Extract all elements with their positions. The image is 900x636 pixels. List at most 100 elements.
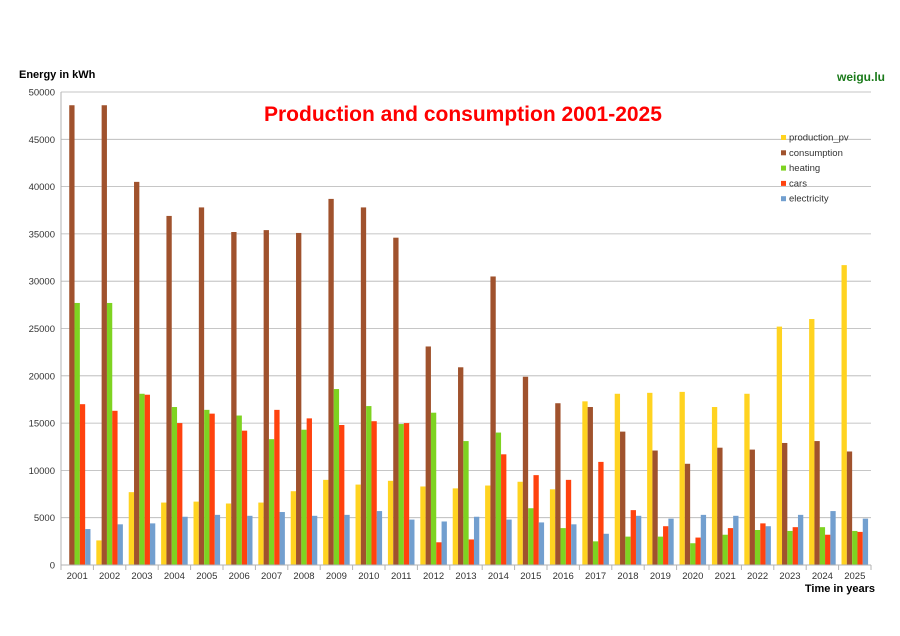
legend-label-heating: heating: [789, 163, 820, 174]
bar-consumption-2004: [166, 215, 172, 565]
bar-cars-2004: [177, 423, 183, 565]
legend-swatch-electricity: [781, 196, 786, 202]
bars: [69, 105, 869, 566]
bar-heating-2025: [852, 530, 858, 565]
bar-electricity-2016: [571, 524, 577, 565]
bar-cars-2019: [663, 526, 669, 565]
bar-consumption-2015: [522, 376, 529, 565]
bar-production_pv-2015: [517, 481, 523, 565]
bar-consumption-2008: [296, 232, 302, 566]
bar-cars-2015: [533, 475, 539, 565]
bar-consumption-2021: [717, 447, 723, 565]
brand-label: weigu.lu: [837, 70, 885, 84]
bar-electricity-2019: [668, 518, 674, 565]
bar-cars-2013: [468, 539, 474, 565]
bar-consumption-2024: [814, 441, 820, 565]
bar-heating-2013: [463, 441, 469, 565]
bar-heating-2020: [690, 543, 696, 565]
bar-heating-2007: [268, 439, 275, 565]
bar-consumption-2013: [458, 367, 464, 565]
bar-electricity-2015: [538, 522, 545, 565]
bar-heating-2021: [722, 534, 728, 565]
legend-swatch-heating: [781, 165, 786, 171]
x-tick-label: 2007: [261, 571, 282, 582]
x-axis-label: Time in years: [804, 583, 875, 595]
bar-electricity-2024: [830, 511, 836, 565]
bar-cars-2023: [792, 527, 798, 565]
bar-electricity-2025: [862, 518, 869, 565]
axes: 0 5000 10000 15000 20000 25000 30000 35000 40000…: [29, 88, 872, 582]
bar-electricity-2014: [506, 519, 512, 565]
bar-electricity-2004: [182, 516, 188, 565]
legend-label-production_pv: production_pv: [789, 133, 849, 144]
bar-consumption-2001: [69, 105, 75, 565]
bar-heating-2001: [74, 302, 80, 565]
bar-cars-2006: [241, 430, 248, 565]
x-tick-label: 2002: [99, 571, 120, 582]
bar-production_pv-2008: [290, 491, 297, 565]
bar-heating-2004: [171, 407, 178, 565]
bar-electricity-2012: [441, 521, 447, 565]
bar-heating-2012: [430, 412, 437, 565]
bar-production_pv-2024: [809, 319, 815, 565]
bar-consumption-2025: [846, 451, 853, 565]
x-tick-label: 2010: [358, 571, 379, 582]
bar-consumption-2016: [555, 403, 561, 565]
legend-swatch-production_pv: [781, 135, 786, 140]
bar-electricity-2011: [409, 519, 415, 565]
y-axis-label: Energy in kWh: [19, 69, 96, 81]
bar-consumption-2017: [587, 407, 593, 565]
bar-production_pv-2007: [258, 502, 264, 565]
x-tick-label: 2004: [164, 571, 185, 582]
bar-production_pv-2013: [452, 488, 459, 565]
bar-cars-2022: [760, 523, 766, 565]
bar-consumption-2018: [620, 431, 626, 565]
bar-cars-2010: [371, 421, 377, 565]
y-tick-label: 10000: [29, 466, 55, 477]
bar-consumption-2011: [393, 237, 399, 565]
bar-cars-2025: [857, 531, 863, 565]
bar-electricity-2023: [797, 514, 804, 565]
bar-heating-2022: [754, 529, 761, 565]
bar-production_pv-2011: [387, 480, 394, 565]
x-tick-label: 2022: [747, 571, 768, 582]
bar-heating-2014: [495, 432, 502, 565]
x-tick-label: 2017: [585, 571, 606, 582]
bar-heating-2011: [398, 424, 404, 565]
bar-cars-2014: [501, 454, 507, 565]
bar-consumption-2002: [101, 105, 107, 565]
bar-electricity-2018: [635, 515, 642, 565]
bar-heating-2018: [625, 536, 631, 565]
bar-electricity-2017: [603, 533, 609, 565]
bar-production_pv-2025: [841, 265, 847, 565]
bar-production_pv-2021: [711, 407, 718, 565]
y-tick-label: 40000: [29, 182, 55, 193]
bar-production_pv-2023: [776, 326, 783, 565]
bar-cars-2007: [274, 409, 280, 565]
legend-swatch-consumption: [781, 150, 786, 156]
bar-cars-2008: [306, 418, 312, 565]
y-tick-label: 20000: [29, 371, 55, 382]
bar-production_pv-2004: [161, 502, 167, 565]
bar-heating-2010: [366, 406, 372, 565]
bar-cars-2003: [144, 394, 150, 565]
bar-electricity-2021: [733, 515, 739, 565]
x-tick-label: 2023: [779, 571, 800, 582]
x-tick-label: 2011: [391, 571, 411, 582]
bar-consumption-2007: [263, 230, 269, 565]
bar-cars-2005: [209, 413, 215, 565]
bar-heating-2015: [528, 508, 534, 565]
x-tick-label: 2005: [196, 571, 217, 582]
bar-consumption-2014: [490, 276, 496, 565]
bar-electricity-2010: [376, 511, 383, 565]
bar-consumption-2022: [749, 449, 755, 565]
bar-consumption-2003: [134, 181, 140, 565]
bar-cars-2016: [565, 479, 572, 565]
bar-cars-2018: [630, 510, 636, 565]
bar-production_pv-2022: [744, 393, 750, 565]
x-tick-label: 2001: [67, 571, 88, 582]
bar-consumption-2023: [782, 442, 788, 565]
bar-production_pv-2003: [128, 492, 135, 565]
x-tick-label: 2021: [715, 571, 736, 582]
